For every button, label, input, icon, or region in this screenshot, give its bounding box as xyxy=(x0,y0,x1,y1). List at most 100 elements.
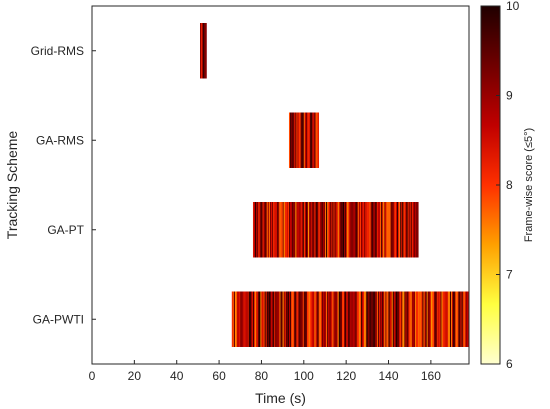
heatmap-cell xyxy=(387,202,389,258)
heatmap-cell xyxy=(264,291,267,347)
heatmap-cell xyxy=(313,202,315,258)
heatmap-cell xyxy=(276,202,278,258)
heatmap-cell xyxy=(355,291,358,347)
heatmap-cell xyxy=(451,291,453,347)
heatmap-cell xyxy=(309,112,311,168)
heatmap-cell xyxy=(254,291,256,347)
heatmap-cell xyxy=(381,291,383,347)
heatmap-cell xyxy=(324,202,327,258)
heatmap-cell xyxy=(202,23,204,79)
heatmap-cell xyxy=(321,291,324,347)
heatmap-cell xyxy=(460,291,462,347)
heatmap-cell xyxy=(316,202,318,258)
heatmap-cell xyxy=(437,291,439,347)
heatmap-cell xyxy=(423,291,425,347)
heatmap-cell xyxy=(391,291,394,347)
heatmap-cell xyxy=(456,291,458,347)
heatmap-cell xyxy=(340,291,343,347)
heatmap-cell xyxy=(339,291,342,347)
heatmap-cell xyxy=(281,202,284,258)
x-axis-ticks: 0 20 40 60 80 100 120 140 160 xyxy=(89,360,441,383)
heatmap-cell xyxy=(283,202,286,258)
heatmap-cell xyxy=(351,291,353,347)
heatmap-cell xyxy=(275,202,277,258)
heatmap-cell xyxy=(299,291,302,347)
heatmap-cell xyxy=(314,291,316,347)
heatmap-cell xyxy=(283,291,286,347)
heatmap-cell xyxy=(388,291,390,347)
heatmap-cell xyxy=(323,291,326,347)
heatmap-cell xyxy=(309,202,311,258)
heatmap-cell xyxy=(295,291,297,347)
heatmap-cell xyxy=(340,202,343,258)
heatmap-cell xyxy=(329,291,331,347)
colorbar-tick-label: 10 xyxy=(506,0,520,13)
heatmap-cell xyxy=(392,202,395,258)
heatmap-cell xyxy=(327,202,329,258)
heatmap-cell xyxy=(386,291,388,347)
heatmap-cell xyxy=(431,291,434,347)
heatmap-cell xyxy=(398,291,400,347)
heatmap-cell xyxy=(396,202,399,258)
heatmap-cell xyxy=(317,202,320,258)
heatmap-cell xyxy=(264,202,267,258)
colorbar-tick-label: 6 xyxy=(506,357,513,371)
heatmap-cell xyxy=(358,202,361,258)
heatmap-cell xyxy=(280,202,282,258)
heatmap-cell xyxy=(432,291,435,347)
heatmap-cell xyxy=(317,112,320,168)
heatmap-cell xyxy=(428,291,431,347)
heatmap-cell xyxy=(384,202,386,258)
heatmap-cell xyxy=(441,291,443,347)
heatmap-cell xyxy=(350,291,352,347)
heatmap-cell xyxy=(312,291,314,347)
heatmap-cell xyxy=(242,291,244,347)
heatmap-cell xyxy=(362,291,364,347)
colorbar-tick-label: 9 xyxy=(506,89,513,103)
heatmap-cell xyxy=(388,202,390,258)
heatmap-cell xyxy=(316,112,318,168)
heatmap-cell xyxy=(399,202,401,258)
heatmap-cell xyxy=(406,202,408,258)
heatmap-cell xyxy=(348,291,350,347)
heatmap-cell xyxy=(326,291,328,347)
heatmap-cell xyxy=(401,202,403,258)
heatmap-cell xyxy=(249,291,252,347)
heatmap-cell xyxy=(315,202,317,258)
heatmap-cell xyxy=(337,291,340,347)
heatmap-cell xyxy=(455,291,457,347)
heatmap-cell xyxy=(304,291,307,347)
heatmap-cell xyxy=(314,202,316,258)
x-tick-label: 80 xyxy=(255,369,269,383)
heatmap-cell xyxy=(404,291,406,347)
heatmap-cell xyxy=(313,112,315,168)
heatmap-cell xyxy=(247,291,250,347)
heatmap-cell xyxy=(384,291,386,347)
heatmap-cell xyxy=(244,291,246,347)
heatmap-cell xyxy=(382,202,384,258)
heatmap-cell xyxy=(371,291,374,347)
heatmap-cell xyxy=(370,291,372,347)
y-tick-label: GA-PT xyxy=(47,223,84,237)
heatmap-cell xyxy=(282,291,285,347)
heatmap-cell xyxy=(257,202,259,258)
heatmap-cell xyxy=(338,291,341,347)
heatmap-cell xyxy=(261,291,263,347)
heatmap-cell xyxy=(345,202,347,258)
heatmap-cell xyxy=(409,202,412,258)
heatmap-cell xyxy=(438,291,440,347)
heatmap-cell xyxy=(260,291,262,347)
heatmap-cell xyxy=(391,202,394,258)
x-tick-label: 140 xyxy=(379,369,399,383)
heatmap-cell xyxy=(461,291,464,347)
heatmap-cell xyxy=(334,202,336,258)
heatmap-cell xyxy=(273,291,275,347)
heatmap-cell xyxy=(405,291,407,347)
heatmap-cell xyxy=(350,202,352,258)
heatmap-cell xyxy=(304,112,307,168)
heatmap-cell xyxy=(462,291,465,347)
heatmap-cell xyxy=(348,202,350,258)
heatmap-cell xyxy=(290,291,292,347)
heatmap-cell xyxy=(390,291,393,347)
heatmap-cell xyxy=(349,202,351,258)
